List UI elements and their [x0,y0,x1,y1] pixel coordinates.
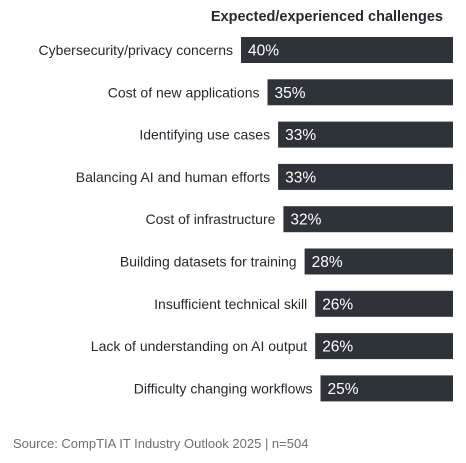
bar-7 [315,333,453,360]
bar-value-label-2: 33% [285,127,316,144]
category-label-1: Cost of new applications [108,84,260,100]
bar-4 [283,206,453,233]
bar-value-label-6: 26% [322,296,353,313]
category-label-5: Building datasets for training [120,254,297,270]
bar-8 [320,375,453,402]
bar-value-label-1: 35% [275,85,306,102]
bar-1 [267,79,453,106]
bar-value-label-3: 33% [285,169,316,186]
category-label-3: Balancing AI and human efforts [76,169,270,185]
category-label-4: Cost of infrastructure [145,211,275,227]
bar-value-label-4: 32% [290,212,321,229]
chart-title: Expected/experienced challenges [210,9,443,25]
source-note: Source: CompTIA IT Industry Outlook 2025… [13,436,309,451]
bar-chart: 40% Cybersecurity/privacy concerns 35% Cost… [38,37,453,402]
bar-value-label-7: 26% [322,339,353,356]
bar-value-label-0: 40% [248,43,279,60]
bar-5 [304,248,453,275]
category-label-8: Difficulty changing workflows [134,380,313,396]
bar-0 [241,37,453,63]
category-label-2: Identifying use cases [139,127,270,143]
bar-6 [315,290,453,317]
bar-2 [278,121,453,148]
bar-3 [278,163,453,190]
category-label-6: Insufficient technical skill [154,296,307,312]
category-label-7: Lack of understanding on AI output [91,338,307,354]
bar-value-label-5: 28% [312,254,343,271]
bar-value-label-8: 25% [328,381,359,398]
category-label-0: Cybersecurity/privacy concerns [38,42,233,58]
